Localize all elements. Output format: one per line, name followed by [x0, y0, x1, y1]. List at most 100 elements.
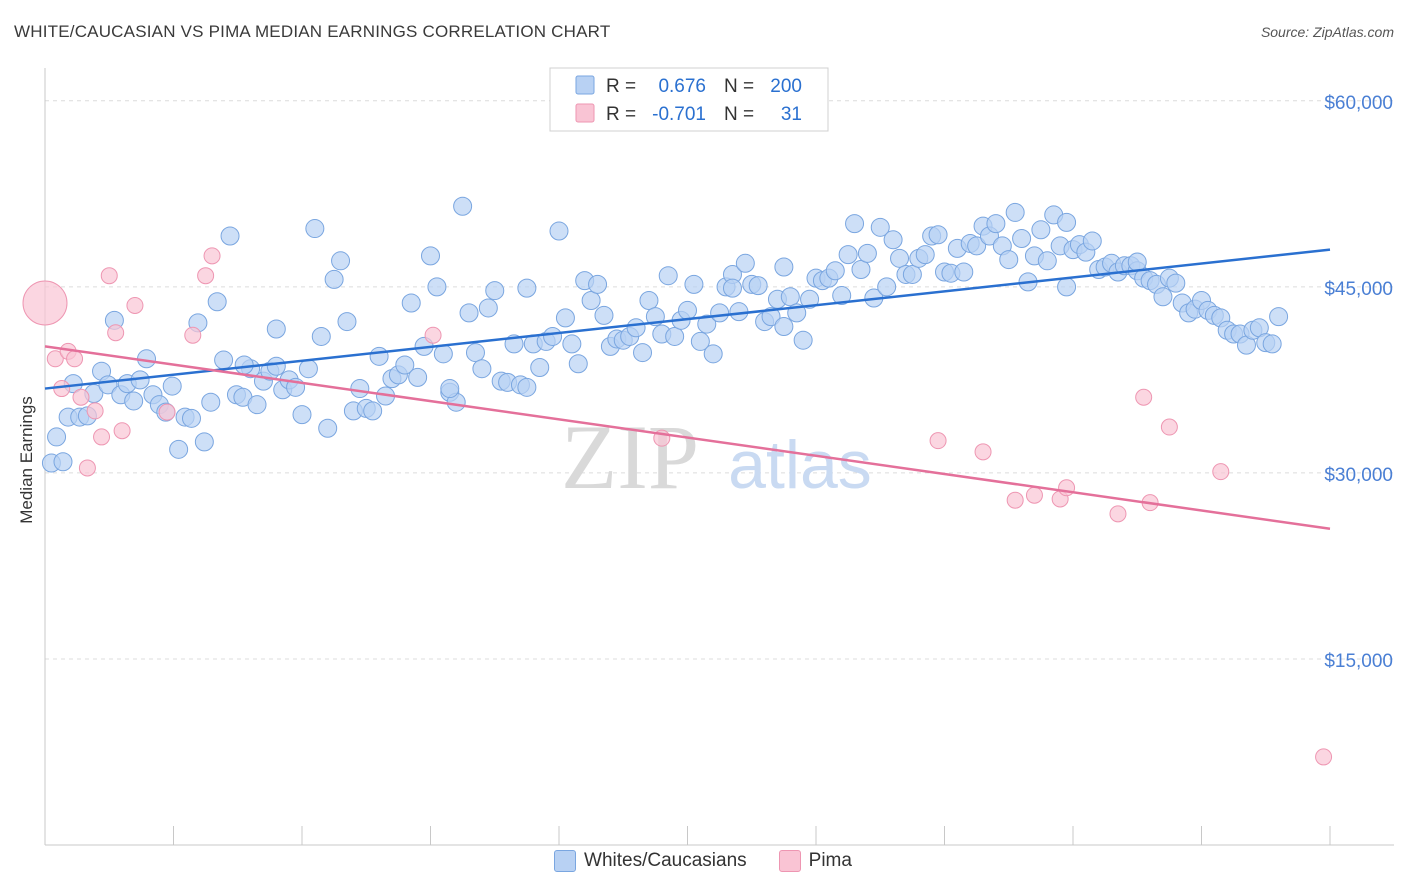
point-whites [369, 346, 389, 366]
source-label: Source: ZipAtlas.com [1260, 24, 1394, 40]
y-tick-label: $15,000 [1324, 651, 1393, 672]
point-whites [214, 350, 234, 370]
point-whites [337, 312, 357, 332]
point-whites [1031, 220, 1051, 240]
point-whites [870, 217, 890, 237]
point-whites [639, 290, 659, 310]
point-whites [459, 303, 479, 323]
point-whites [292, 405, 312, 425]
point-whites [748, 276, 768, 296]
point-whites [838, 245, 858, 265]
point-whites [800, 289, 820, 309]
point-whites [568, 354, 588, 374]
legend-swatch-whites [575, 75, 595, 95]
point-whites [395, 355, 415, 375]
point-whites [517, 377, 537, 397]
point-pima [197, 267, 215, 285]
point-pima [1025, 486, 1043, 504]
point-whites [915, 245, 935, 265]
point-whites [658, 266, 678, 286]
legend-r-label-whites: R = [606, 76, 636, 97]
legend-swatch-pima-bottom [778, 850, 801, 872]
point-whites [162, 376, 182, 396]
point-whites [440, 379, 460, 399]
legend-n-label-whites: N = [724, 76, 754, 97]
point-whites [549, 221, 569, 241]
point-whites [465, 343, 485, 363]
point-whites [331, 251, 351, 271]
legend-label-pima: Pima [808, 850, 852, 871]
point-whites [169, 439, 189, 459]
chart-plot: ZIP atlas $15,000$30,000$45,000$60,0000.… [17, 67, 1394, 846]
point-whites [220, 226, 240, 246]
point-whites [350, 379, 370, 399]
point-whites [1127, 252, 1147, 272]
point-whites [1262, 334, 1282, 354]
legend-r-label-pima: R = [606, 104, 636, 125]
point-whites [234, 355, 254, 375]
point-whites [678, 300, 697, 320]
point-whites [472, 359, 492, 379]
point-whites [298, 359, 318, 379]
legend-swatch-pima [575, 103, 595, 123]
point-whites [517, 278, 537, 298]
point-whites [311, 326, 331, 346]
axes [44, 68, 1394, 846]
legend-top-box [549, 67, 829, 132]
point-whites [626, 318, 646, 338]
point-whites [305, 219, 325, 239]
point-whites [421, 246, 440, 266]
point-pima [929, 432, 947, 450]
legend-n-value-pima: 31 [781, 104, 802, 125]
point-whites [735, 253, 755, 273]
legend-swatch-whites-bottom [554, 850, 577, 872]
point-whites [722, 278, 742, 298]
point-whites [890, 248, 910, 268]
watermark-atlas: atlas [728, 427, 872, 503]
point-pima [66, 350, 84, 368]
legend-item-whites[interactable]: Whites/Caucasians [554, 850, 747, 872]
point-whites [780, 287, 800, 307]
legend-r-value-whites: 0.676 [658, 76, 706, 97]
point-pima [46, 350, 64, 368]
point-whites [363, 401, 383, 421]
point-pima [93, 428, 111, 446]
point-whites [877, 277, 897, 297]
point-whites [530, 357, 550, 377]
point-whites [633, 343, 653, 363]
point-whites [47, 427, 67, 447]
y-tick-label: $60,000 [1324, 93, 1393, 114]
point-whites [478, 298, 498, 318]
point-pima [107, 324, 125, 342]
point-pima [22, 280, 68, 326]
point-whites [774, 317, 794, 337]
point-pima [100, 267, 118, 285]
point-whites [1005, 202, 1025, 222]
point-pima [158, 403, 176, 421]
point-whites [588, 274, 608, 294]
point-whites [318, 418, 338, 438]
point-whites [124, 391, 144, 411]
point-whites [665, 326, 685, 346]
point-whites [761, 307, 781, 327]
legend-n-label-pima: N = [724, 104, 754, 125]
point-whites [581, 290, 601, 310]
point-pima [72, 388, 90, 406]
trend-line-whites [44, 248, 1331, 390]
point-pima [203, 247, 221, 265]
legend-r-value-pima: -0.701 [652, 104, 706, 125]
point-whites [690, 331, 710, 351]
point-whites [851, 259, 871, 279]
point-whites [485, 281, 505, 301]
point-whites [832, 286, 852, 306]
legend-label-whites: Whites/Caucasians [584, 850, 747, 871]
point-pima [78, 459, 96, 477]
point-whites [928, 225, 948, 245]
grid-lines [45, 100, 1394, 660]
point-pima [1109, 505, 1127, 523]
chart-title: WHITE/CAUCASIAN VS PIMA MEDIAN EARNINGS … [14, 22, 611, 41]
point-whites [902, 264, 922, 284]
point-whites [543, 326, 563, 346]
point-whites [793, 330, 813, 350]
legend-item-pima[interactable]: Pima [778, 850, 852, 872]
